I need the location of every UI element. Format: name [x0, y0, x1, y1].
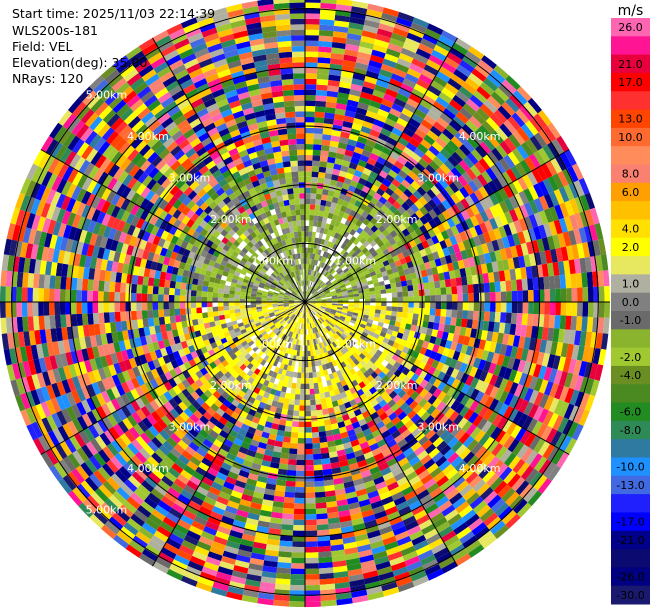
ring-label-2km: 2.00km: [210, 213, 252, 226]
colorbar-tick-label: 4.0: [622, 223, 640, 236]
colorbar-tick-label: 13.0: [618, 113, 643, 126]
ring-label-3km: 3.00km: [169, 172, 211, 185]
ring-label-5km: 5.00km: [86, 89, 128, 102]
colorbar-swatch: [611, 109, 650, 129]
elevation-text: Elevation(deg): 35.00: [12, 55, 148, 70]
ring-label-3km: 3.00km: [417, 420, 459, 433]
ring-label-3km: 3.00km: [417, 172, 459, 185]
colorbar-tick-label: 6.0: [622, 186, 640, 199]
colorbar-tick-label: 26.0: [618, 21, 643, 34]
colorbar-tick-label: 10.0: [618, 131, 643, 144]
colorbar-swatch: [611, 18, 650, 37]
start-time-text: Start time: 2025/11/03 22:14:39: [12, 6, 216, 21]
ring-label-2km: 2.00km: [376, 213, 418, 226]
colorbar-swatch: [611, 494, 650, 513]
colorbar-swatch: [611, 475, 650, 495]
colorbar-tick-label: -21.0: [616, 534, 644, 547]
colorbar-tick-label: -13.0: [616, 479, 644, 492]
colorbar-tick-label: -2.0: [620, 351, 641, 364]
colorbar-tick-label: -10.0: [616, 461, 644, 474]
colorbar-swatch: [611, 457, 650, 477]
spoke-60: [304, 149, 570, 303]
colorbar-swatch: [611, 274, 650, 294]
colorbar-tick-label: 0.0: [622, 296, 640, 309]
colorbar-unit: m/s: [618, 3, 644, 19]
colorbar-swatch: [611, 420, 650, 440]
colorbar-swatch: [611, 219, 650, 239]
colorbar-tick-label: -17.0: [616, 516, 644, 529]
colorbar-swatch: [611, 182, 650, 202]
ring-label-4km: 4.00km: [127, 130, 169, 143]
colorbar-tick-label: 2.0: [622, 241, 640, 254]
spoke-120: [304, 301, 570, 455]
ring-label-1km: 1.00km: [335, 338, 377, 351]
colorbar-swatch: [611, 36, 650, 56]
velocity-sweep: [0, 0, 610, 607]
spoke-30: [304, 37, 458, 303]
colorbar-tick-label: -30.0: [616, 589, 644, 602]
field-text: Field: VEL: [12, 39, 73, 54]
instrument-text: WLS200s-181: [12, 23, 98, 38]
colorbar-swatch: [611, 329, 650, 349]
ring-label-1km: 1.00km: [252, 255, 294, 268]
colorbar-swatch: [611, 146, 650, 165]
range-ring-labels: 1.00km 1.00km 1.00km 1.00km 2.00km 2.00km 2.00…: [86, 89, 501, 517]
spoke-150: [304, 301, 458, 567]
colorbar-swatch: [611, 439, 650, 458]
colorbar-tick-label: -4.0: [620, 369, 641, 382]
spoke-240: [40, 301, 306, 455]
ring-label-4km: 4.00km: [459, 462, 501, 475]
spoke-330: [152, 37, 306, 303]
colorbar-swatch: [611, 530, 650, 550]
colorbar-swatch: [611, 585, 650, 605]
colorbar-swatch: [611, 292, 650, 312]
colorbar-swatch: [611, 72, 650, 92]
colorbar-swatch: [611, 347, 650, 367]
colorbar-swatch: [611, 567, 650, 587]
colorbar-swatch: [611, 311, 650, 330]
ring-label-2km: 2.00km: [376, 379, 418, 392]
colorbar-swatch: [611, 549, 650, 568]
colorbar-swatch: [611, 237, 650, 257]
ring-label-4km: 4.00km: [127, 462, 169, 475]
colorbar: 26.0 21.0 17.0 13.0 10.0 8.0 6.0 4.0 2.0 1.0 0.0 -1…: [611, 3, 650, 605]
colorbar-tick-label: -6.0: [620, 406, 641, 419]
colorbar-swatch: [611, 127, 650, 147]
colorbar-swatch: [611, 384, 650, 404]
ring-label-2km: 2.00km: [210, 379, 252, 392]
colorbar-tick-label: -1.0: [620, 314, 641, 327]
ring-label-3km: 3.00km: [169, 420, 211, 433]
colorbar-swatch: [611, 54, 650, 74]
spoke-210: [152, 301, 306, 567]
colorbar-tick-label: -8.0: [620, 424, 641, 437]
ring-label-4km: 4.00km: [459, 130, 501, 143]
ring-label-5km: 5.00km: [86, 503, 128, 516]
colorbar-tick-label: 21.0: [618, 58, 643, 71]
colorbar-tick-label: -26.0: [616, 571, 644, 584]
azimuth-spokes: [0, 0, 610, 607]
spoke-300: [40, 149, 306, 303]
ring-label-1km: 1.00km: [252, 338, 294, 351]
colorbar-swatch: [611, 402, 650, 422]
colorbar-tick-label: 8.0: [622, 168, 640, 181]
colorbar-swatch: [611, 256, 650, 275]
nrays-text: NRays: 120: [12, 71, 84, 86]
colorbar-tick-label: 17.0: [618, 76, 643, 89]
colorbar-tick-label: 1.0: [622, 278, 640, 291]
colorbar-swatch: [611, 201, 650, 220]
colorbar-swatch: [611, 164, 650, 184]
colorbar-swatch: [611, 365, 650, 385]
colorbar-swatch: [611, 91, 650, 111]
ring-label-1km: 1.00km: [335, 255, 377, 268]
colorbar-swatch: [611, 512, 650, 532]
